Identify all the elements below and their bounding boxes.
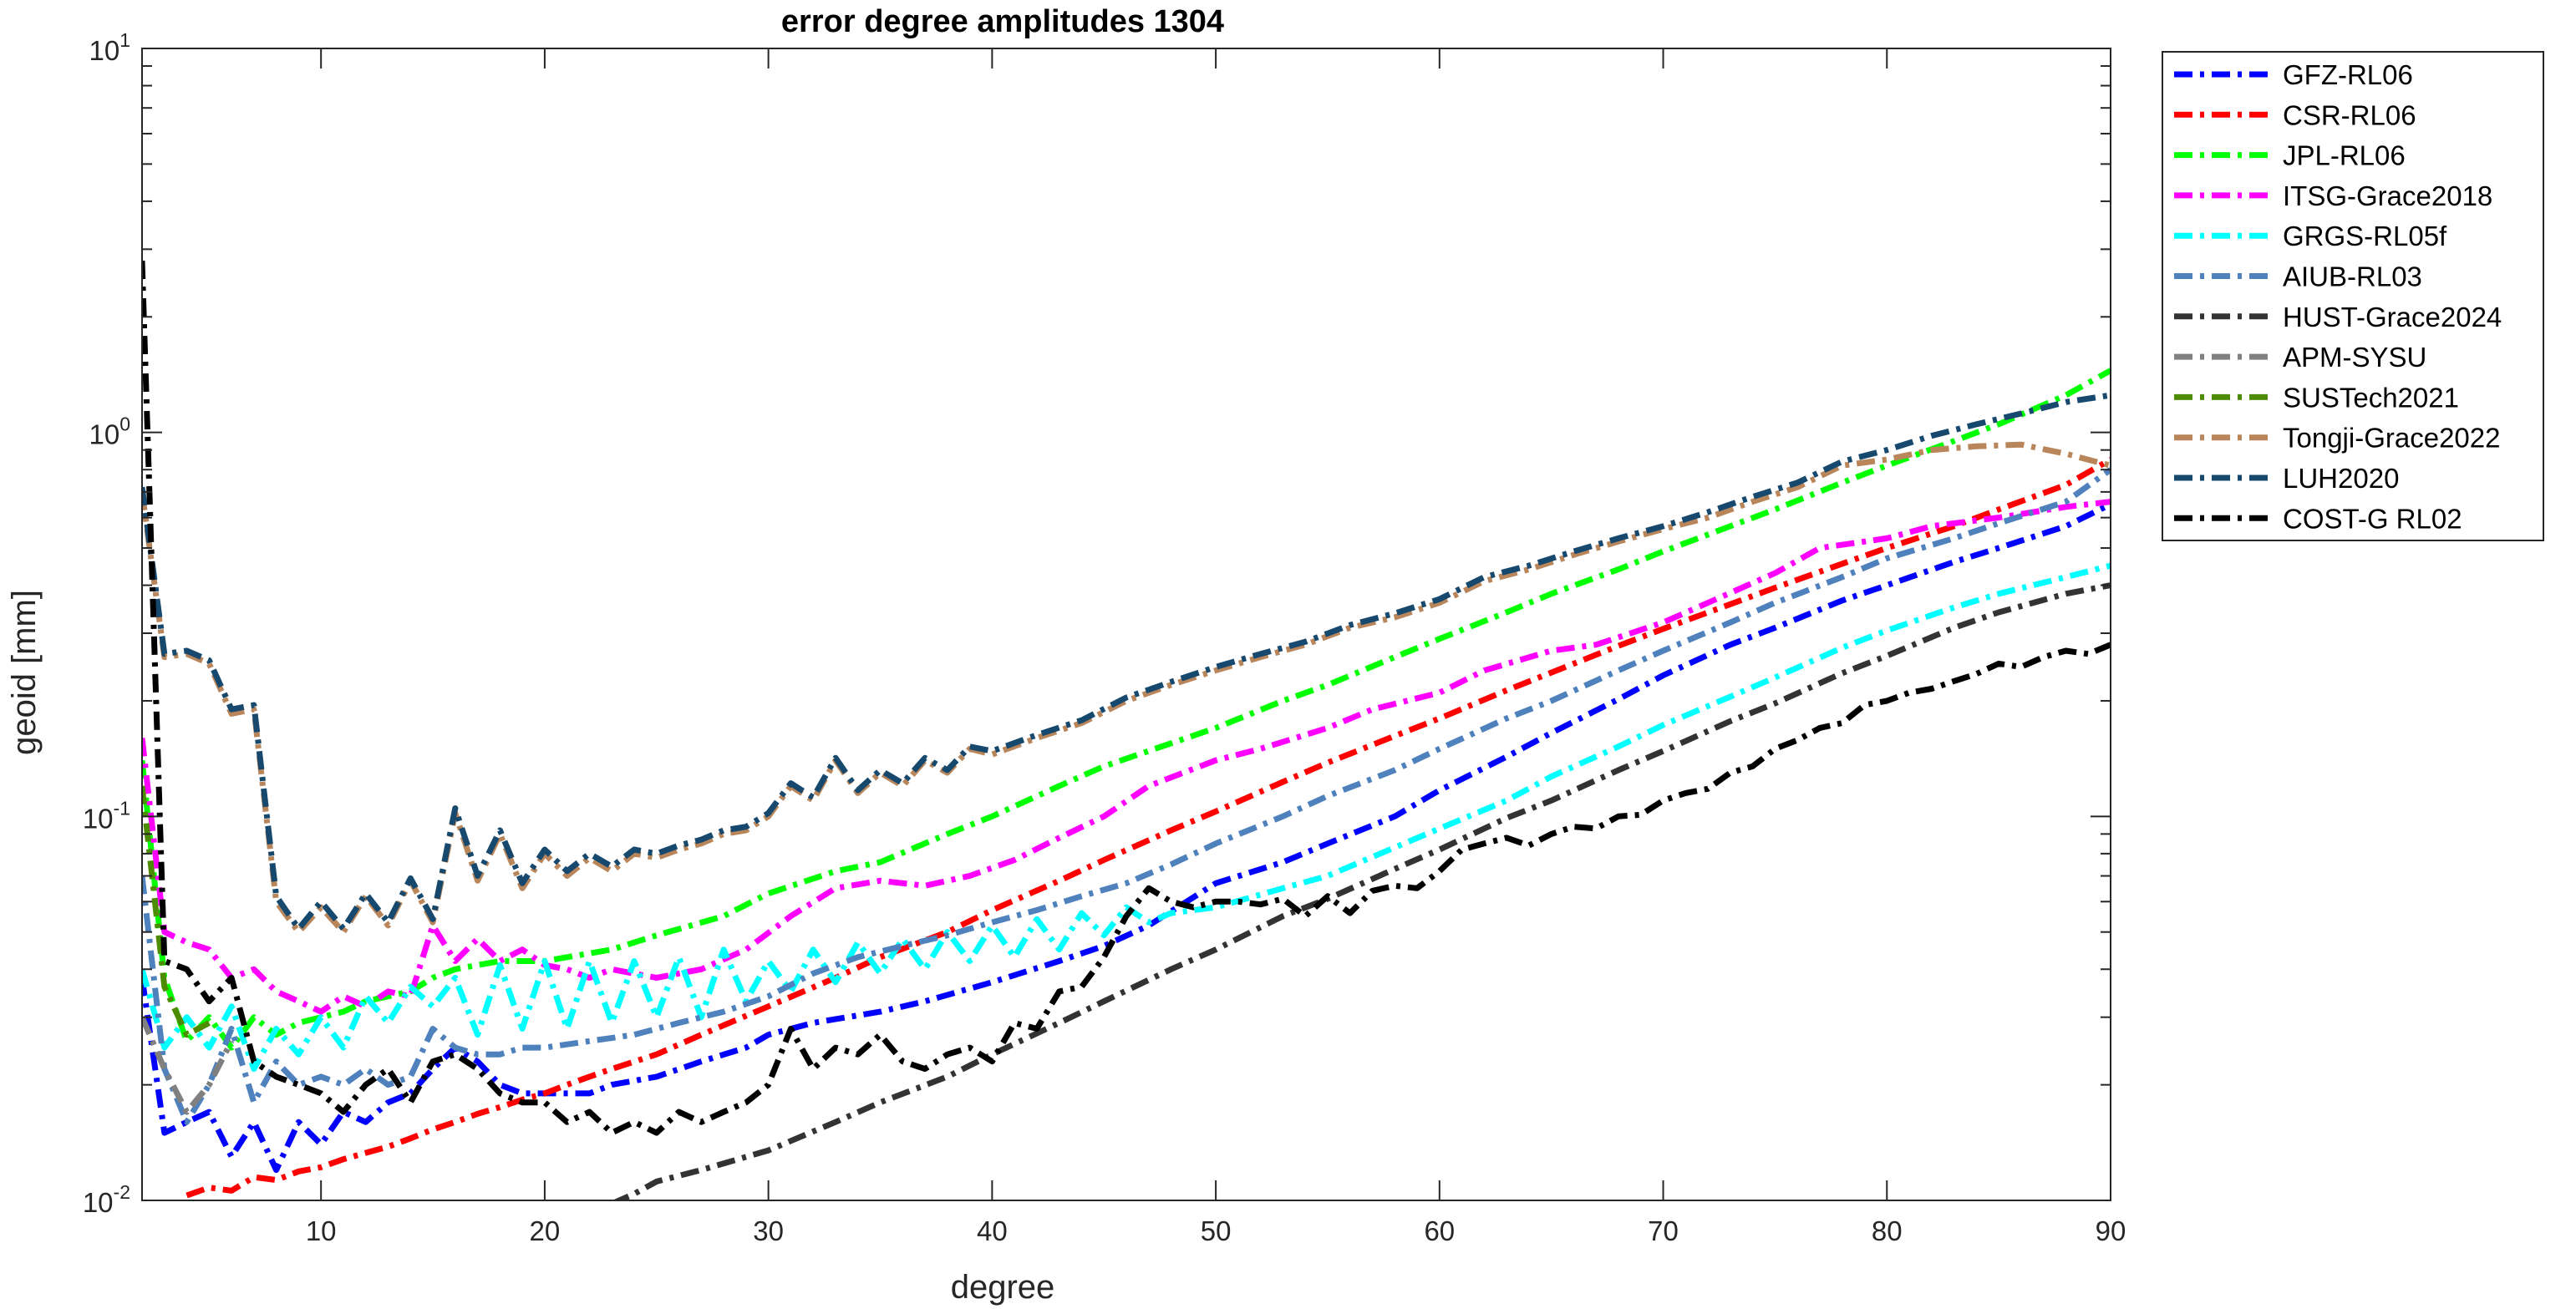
series-line-sustech2021: [142, 785, 211, 1038]
x-tick-label: 10: [306, 1215, 337, 1246]
y-tick-label: 100: [89, 414, 130, 450]
legend-label-luh2020: LUH2020: [2283, 463, 2399, 494]
x-tick-label: 20: [530, 1215, 561, 1246]
legend-box: [2162, 51, 2544, 541]
legend-label-gfz-rl06: GFZ-RL06: [2283, 59, 2413, 90]
legend-label-hust-grace2024: HUST-Grace2024: [2283, 302, 2502, 332]
x-tick-label: 80: [1872, 1215, 1903, 1246]
series-line-grgs-rl05f: [142, 562, 2111, 1073]
x-tick-label: 50: [1201, 1215, 1232, 1246]
x-tick-label: 70: [1648, 1215, 1679, 1246]
legend-label-aiub-rl03: AIUB-RL03: [2283, 261, 2422, 292]
legend-label-sustech2021: SUSTech2021: [2283, 382, 2459, 413]
x-axis-label: degree: [951, 1269, 1055, 1306]
y-tick-label: 10-2: [83, 1181, 130, 1218]
x-tick-label: 60: [1424, 1215, 1455, 1246]
legend-label-tongji-grace2022: Tongji-Grace2022: [2283, 423, 2501, 454]
plot-area: 10 20 30 40 50 60 70 80 90 10-2 10-1 100 101: [83, 29, 2126, 1246]
legend: GFZ-RL06 CSR-RL06 JPL-RL06 ITSG-Grace2018 GR…: [2162, 51, 2544, 541]
y-tick-label: 10-1: [83, 797, 130, 834]
series-line-gfz-rl06: [142, 501, 2111, 1174]
legend-label-cost-g-rl02: COST-G RL02: [2283, 503, 2462, 534]
legend-label-grgs-rl05f: GRGS-RL05f: [2283, 221, 2447, 251]
axes-box: [141, 48, 2111, 1201]
chart-title: error degree amplitudes 1304: [781, 4, 1224, 39]
series-group: [142, 260, 2111, 1200]
series-line-itsg-grace2018: [142, 499, 2111, 1015]
legend-label-csr-rl06: CSR-RL06: [2283, 99, 2416, 130]
y-tick-label: 101: [89, 29, 130, 66]
x-tick-label: 40: [977, 1215, 1008, 1246]
series-line-cost-g-rl02: [142, 260, 2111, 1136]
y-axis-label: geoid [mm]: [6, 590, 43, 755]
series-line-apm-sysu: [142, 1016, 235, 1115]
legend-label-itsg-grace2018: ITSG-Grace2018: [2283, 180, 2492, 211]
legend-label-apm-sysu: APM-SYSU: [2283, 342, 2426, 373]
series-line-luh2020: [142, 392, 2111, 932]
x-tick-label: 30: [753, 1215, 784, 1246]
legend-label-jpl-rl06: JPL-RL06: [2283, 140, 2406, 171]
x-tick-label: 90: [2096, 1215, 2126, 1246]
series-line-aiub-rl03: [142, 467, 2111, 1125]
